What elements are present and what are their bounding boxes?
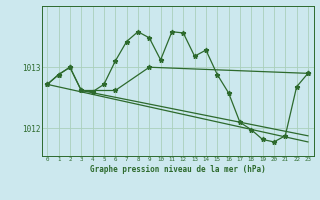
X-axis label: Graphe pression niveau de la mer (hPa): Graphe pression niveau de la mer (hPa) (90, 165, 266, 174)
